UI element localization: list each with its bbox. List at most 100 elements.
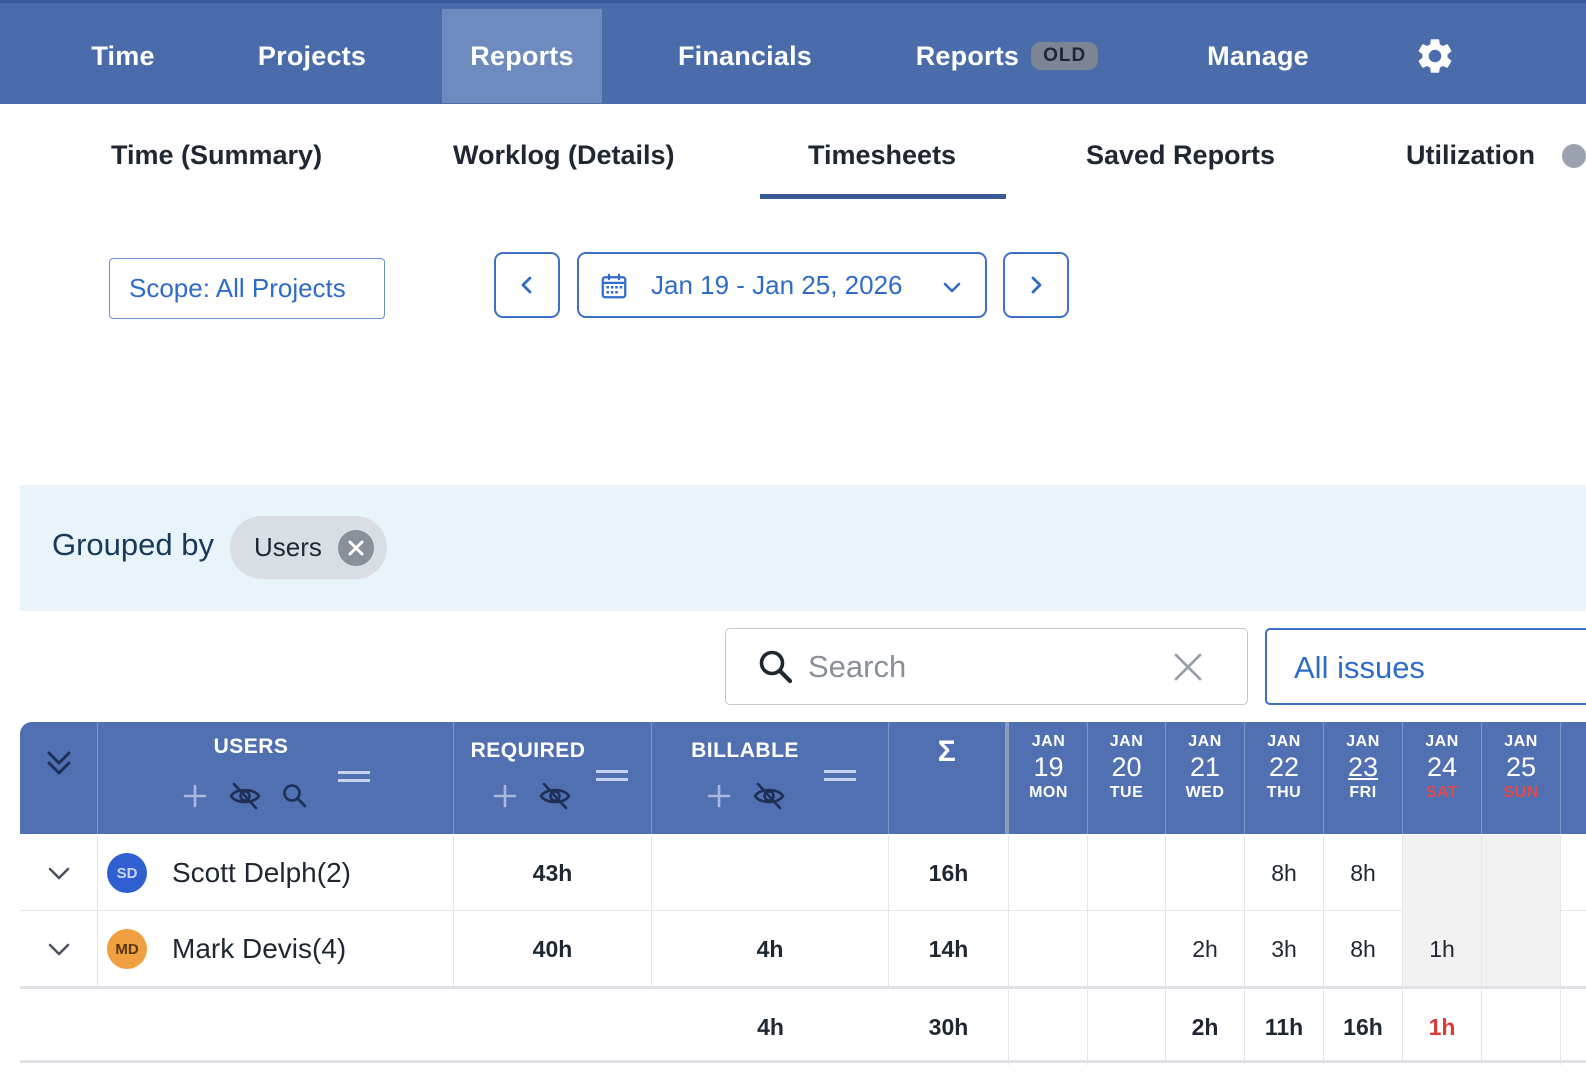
day-cell[interactable]	[1166, 835, 1245, 911]
grouped-by-label: Grouped by	[52, 527, 214, 562]
day-number: 20	[1111, 752, 1142, 782]
day-cell-weekend[interactable]	[1403, 835, 1482, 911]
drag-handle-icon[interactable]	[596, 770, 628, 781]
day-cell[interactable]: 8h	[1324, 835, 1403, 911]
nav-manage[interactable]: Manage	[1178, 9, 1338, 103]
search-icon[interactable]	[278, 779, 312, 813]
nav-reports-label: Reports	[470, 40, 574, 71]
day-cell[interactable]: 8h	[1245, 835, 1324, 911]
sum-column-header: Σ	[889, 722, 1009, 834]
nav-projects[interactable]: Projects	[226, 9, 398, 103]
tab-utilization[interactable]: Utilization	[1406, 140, 1535, 170]
search-field	[725, 628, 1248, 705]
search-input[interactable]	[808, 643, 1148, 691]
day-month: JAN	[1031, 733, 1066, 750]
nav-reports-old[interactable]: Reports OLD	[892, 9, 1122, 103]
plus-icon[interactable]	[488, 779, 522, 813]
eye-off-icon[interactable]	[752, 779, 786, 813]
day-weekday: WED	[1185, 784, 1225, 801]
day-header: JAN 19 MON	[1010, 722, 1088, 834]
tab-time-summary[interactable]: Time (Summary)	[111, 140, 323, 170]
user-name[interactable]: Mark Devis(4)	[172, 933, 347, 964]
tab-timesheets[interactable]: Timesheets	[808, 140, 957, 170]
users-column-tools	[178, 779, 312, 813]
active-tab-indicator	[760, 194, 1006, 199]
required-cell: 43h	[454, 835, 652, 911]
user-cell: MD Mark Devis(4)	[98, 911, 454, 987]
day-cell-weekend[interactable]	[1482, 911, 1561, 987]
totals-row: 4h 30h 2h 11h 16h 1h	[20, 986, 1586, 1065]
nav-time[interactable]: Time	[60, 9, 186, 103]
day-weekday: FRI	[1349, 784, 1377, 801]
day-header-weekend: JAN 24 SAT	[1403, 722, 1482, 834]
day-month: JAN	[1425, 733, 1459, 750]
chevron-right-icon	[1031, 276, 1042, 294]
eye-off-icon[interactable]	[228, 779, 262, 813]
clear-search-icon[interactable]	[1170, 649, 1206, 685]
drag-handle-icon[interactable]	[338, 771, 370, 782]
users-column-title: USERS	[213, 735, 289, 758]
required-column-header: REQUIRED	[454, 722, 652, 834]
group-chip-users[interactable]: Users	[230, 516, 387, 579]
day-cell-weekend[interactable]	[1482, 835, 1561, 911]
day-cell[interactable]: 2h	[1166, 911, 1245, 987]
avatar: MD	[107, 929, 147, 969]
day-month: JAN	[1504, 733, 1538, 750]
day-month: JAN	[1188, 733, 1222, 750]
row-expand-toggle[interactable]	[20, 835, 98, 911]
day-cell[interactable]	[1088, 835, 1166, 911]
prev-week-button[interactable]	[494, 252, 560, 318]
drag-handle-icon[interactable]	[824, 770, 856, 781]
billable-cell	[652, 835, 889, 911]
day-cell[interactable]	[1009, 911, 1088, 987]
day-cell[interactable]	[1009, 835, 1088, 911]
plus-icon[interactable]	[702, 779, 736, 813]
totals-day-cell-weekend: 1h	[1403, 989, 1482, 1065]
today-day-number: 23	[1347, 752, 1379, 782]
tab-worklog-details[interactable]: Worklog (Details)	[453, 140, 675, 170]
date-range-picker[interactable]: Jan 19 - Jan 25, 2026	[577, 252, 987, 318]
user-cell: SD Scott Delph(2)	[98, 835, 454, 911]
required-cell: 40h	[454, 911, 652, 987]
row-expand-toggle[interactable]	[20, 911, 98, 987]
day-month: JAN	[1109, 733, 1144, 750]
double-chevron-down-icon[interactable]	[42, 746, 76, 780]
old-badge: OLD	[1031, 42, 1099, 70]
nav-financials[interactable]: Financials	[652, 9, 838, 103]
top-navigation: Time Projects Reports Financials Reports…	[0, 0, 1586, 104]
nav-reports-old-label: Reports	[915, 40, 1020, 71]
day-cell[interactable]: 3h	[1245, 911, 1324, 987]
nav-reports[interactable]: Reports	[442, 9, 602, 103]
tab-saved-reports[interactable]: Saved Reports	[1086, 140, 1276, 170]
remove-group-icon[interactable]	[338, 530, 374, 566]
day-cell-weekend[interactable]: 1h	[1403, 911, 1482, 987]
utilization-badge	[1562, 144, 1586, 168]
gear-icon[interactable]	[1414, 35, 1456, 77]
table-row: MD Mark Devis(4) 40h 4h 14h 2h 3h 8h 1h	[20, 911, 1586, 987]
totals-day-cell	[1088, 989, 1166, 1065]
next-week-button[interactable]	[1003, 252, 1069, 318]
sum-cell: 14h	[889, 911, 1009, 987]
totals-required-cell	[454, 989, 652, 1065]
scope-button[interactable]: Scope: All Projects	[109, 258, 385, 319]
user-name[interactable]: Scott Delph(2)	[172, 857, 351, 888]
issues-filter-select[interactable]: All issues	[1265, 628, 1586, 705]
chevron-down-icon	[48, 943, 69, 956]
totals-day-cell: 16h	[1324, 989, 1403, 1065]
eye-off-icon[interactable]	[538, 779, 572, 813]
billable-cell: 4h	[652, 911, 889, 987]
required-column-title: REQUIRED	[470, 739, 586, 762]
required-column-tools	[488, 779, 572, 813]
billable-column-title: BILLABLE	[691, 739, 799, 762]
day-cell[interactable]	[1088, 911, 1166, 987]
nav-financials-label: Financials	[677, 40, 813, 71]
day-weekday: MON	[1029, 784, 1068, 801]
totals-sum-cell: 30h	[889, 989, 1009, 1065]
plus-icon[interactable]	[178, 779, 212, 813]
day-weekday: TUE	[1109, 784, 1144, 801]
day-weekday: SUN	[1503, 784, 1539, 801]
day-number: 21	[1189, 752, 1221, 782]
search-icon	[759, 650, 793, 684]
day-cell[interactable]: 8h	[1324, 911, 1403, 987]
billable-column-tools	[702, 779, 786, 813]
